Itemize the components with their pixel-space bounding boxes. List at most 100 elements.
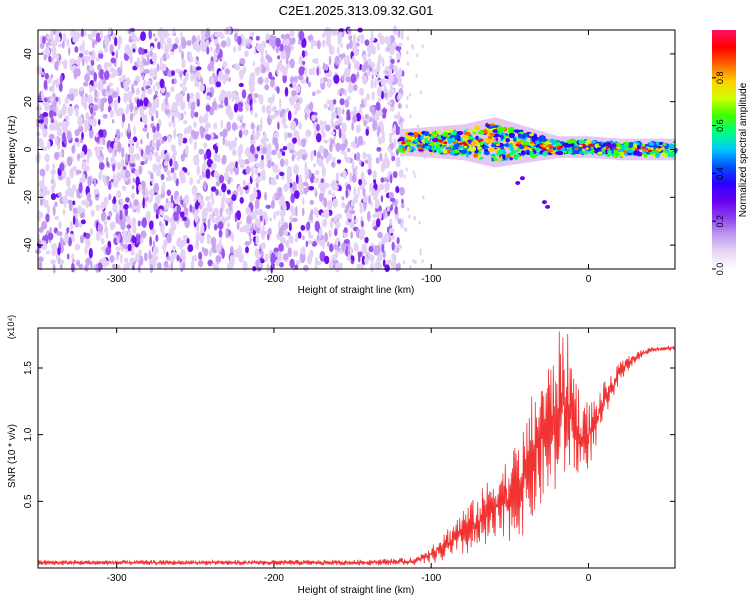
heatmap-cell (319, 120, 324, 126)
heatmap-cell (244, 148, 249, 156)
heatmap-cell (373, 178, 377, 185)
heatmap-cell (421, 259, 424, 264)
heatmap-cell (545, 204, 551, 209)
heatmap-cell (180, 38, 187, 49)
heatmap-cell (332, 156, 336, 162)
heatmap-cell (154, 90, 159, 96)
heatmap-cell (306, 221, 311, 231)
heatmap-cell (207, 63, 213, 72)
heatmap-cell (335, 142, 341, 152)
heatmap-cell (234, 248, 240, 258)
heatmap-cell (293, 95, 299, 100)
heatmap-cell (82, 81, 89, 87)
heatmap-cell (286, 132, 293, 138)
heatmap-cell (233, 165, 237, 173)
heatmap-cell (246, 42, 251, 48)
heatmap-cell (398, 169, 404, 178)
heatmap-cell (362, 76, 368, 85)
heatmap-cell (127, 243, 132, 252)
heatmap-cell (267, 159, 272, 169)
heatmap-cell (180, 153, 186, 162)
heatmap-cell (163, 204, 170, 210)
heatmap-cell (205, 168, 211, 179)
heatmap-cell (314, 220, 321, 232)
heatmap-cell (113, 196, 117, 204)
heatmap-cell (238, 220, 243, 225)
heatmap-cell (399, 186, 405, 196)
heatmap-cell (55, 96, 59, 102)
heatmap-cell (313, 149, 317, 157)
heatmap-cell (117, 233, 121, 242)
heatmap-cell (174, 193, 178, 200)
heatmap-cell (127, 91, 132, 102)
heatmap-cell (74, 243, 81, 251)
heatmap-cell (129, 163, 136, 168)
heatmap-cell (312, 163, 317, 168)
heatmap-cell (134, 106, 139, 111)
heatmap-cell (381, 57, 385, 68)
heatmap-cell (57, 175, 63, 181)
heatmap-cell (205, 195, 211, 201)
heatmap-cell (301, 50, 306, 58)
heatmap-cell (115, 49, 119, 60)
heatmap-cell (400, 83, 404, 90)
heatmap-cell (100, 102, 104, 113)
heatmap-cell (170, 51, 174, 56)
heatmap-cell (215, 189, 219, 196)
heatmap-cell (123, 80, 129, 92)
heatmap-cell (364, 114, 369, 119)
heatmap-cell (382, 250, 386, 259)
heatmap-cell (103, 225, 109, 234)
heatmap-cell (129, 112, 134, 122)
heatmap-cell (77, 153, 80, 162)
heatmap-cell (300, 78, 306, 84)
heatmap-cell (437, 149, 443, 154)
spectrogram-y-ticks: -40 -20 0 20 40 (23, 48, 675, 252)
heatmap-cell (199, 175, 203, 180)
heatmap-cell (186, 238, 190, 244)
heatmap-cell (388, 147, 392, 153)
heatmap-cell (189, 204, 192, 213)
heatmap-cell (172, 27, 176, 35)
heatmap-cell (648, 141, 655, 146)
x-tick-label: -200 (264, 573, 284, 584)
heatmap-cell (569, 142, 575, 148)
heatmap-cell (359, 205, 363, 214)
heatmap-cell (89, 84, 93, 94)
heatmap-cell (393, 114, 399, 120)
heatmap-cell (285, 239, 290, 248)
heatmap-cell (257, 172, 261, 177)
heatmap-cell (140, 236, 144, 244)
heatmap-cell (333, 228, 338, 237)
heatmap-cell (307, 240, 313, 245)
heatmap-cell (340, 43, 344, 48)
heatmap-cell (111, 91, 118, 99)
heatmap-cell (234, 137, 238, 142)
heatmap-cell (135, 140, 139, 149)
heatmap-cell (463, 145, 468, 149)
heatmap-cell (323, 182, 330, 189)
heatmap-cell (233, 103, 239, 113)
heatmap-cell (38, 239, 41, 245)
heatmap-cell (143, 97, 149, 107)
heatmap-cell (302, 181, 309, 186)
heatmap-cell (374, 211, 378, 218)
heatmap-cell (212, 72, 216, 79)
heatmap-cell (267, 227, 272, 236)
heatmap-cell (51, 174, 54, 182)
heatmap-cell (284, 158, 289, 167)
heatmap-cell (401, 198, 404, 205)
heatmap-cell (238, 106, 243, 112)
heatmap-cell (140, 230, 147, 239)
heatmap-cell (170, 194, 174, 204)
heatmap-cell (164, 42, 167, 52)
heatmap-cell (513, 137, 517, 142)
heatmap-cell (501, 119, 505, 167)
heatmap-cell (355, 151, 361, 162)
heatmap-cell (162, 239, 168, 247)
heatmap-cell (103, 219, 108, 226)
heatmap-cell (116, 141, 122, 153)
heatmap-cell (125, 197, 130, 203)
heatmap-cell (327, 190, 332, 196)
heatmap-cell (281, 238, 285, 244)
